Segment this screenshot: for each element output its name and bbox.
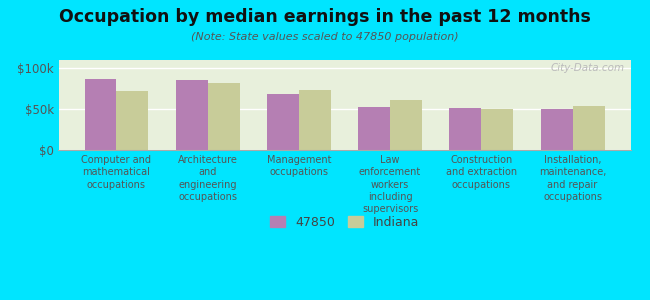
Bar <box>390 100 422 150</box>
Bar <box>267 94 299 150</box>
Text: (Note: State values scaled to 47850 population): (Note: State values scaled to 47850 popu… <box>191 32 459 41</box>
Bar <box>541 109 573 150</box>
Bar <box>207 83 240 150</box>
Bar <box>116 91 148 150</box>
Text: City-Data.com: City-Data.com <box>551 63 625 73</box>
Bar <box>449 108 482 150</box>
Bar <box>176 80 207 150</box>
Bar <box>358 107 390 150</box>
Text: Occupation by median earnings in the past 12 months: Occupation by median earnings in the pas… <box>59 8 591 26</box>
Bar <box>573 106 604 150</box>
Bar <box>482 109 514 150</box>
Bar <box>84 79 116 150</box>
Bar <box>299 90 331 150</box>
Legend: 47850, Indiana: 47850, Indiana <box>266 212 422 232</box>
